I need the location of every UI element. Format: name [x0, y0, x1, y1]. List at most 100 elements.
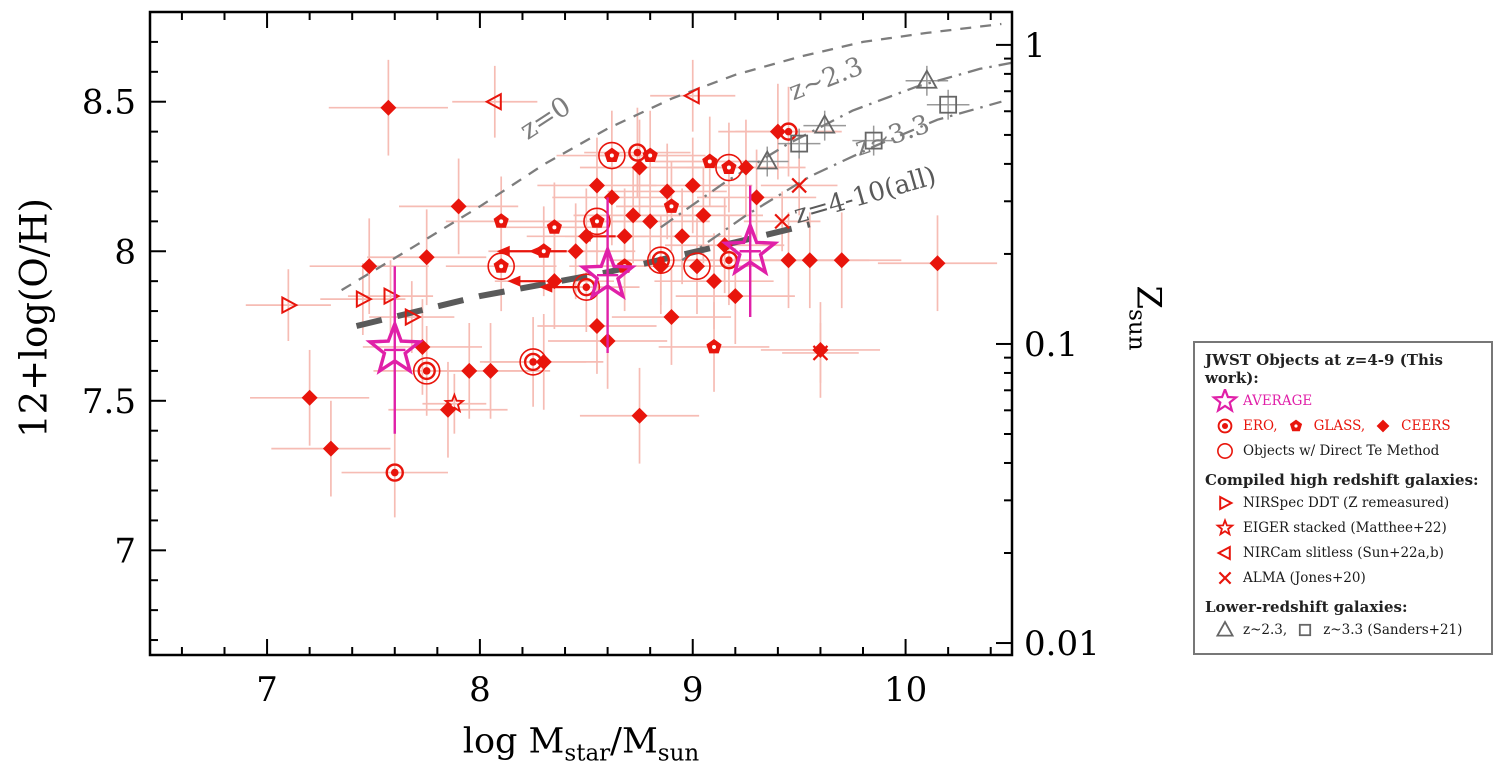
ceers-diamond-marker [588, 318, 605, 335]
direct-te-ring-marker [583, 207, 611, 236]
x-cross-marker [774, 213, 790, 230]
ceers-diamond-marker [727, 288, 744, 305]
square-marker [1299, 623, 1312, 637]
legend-item: AVERAGE [1211, 389, 1481, 413]
axes: 7 8 9 10 7 7.5 8 8.5 1 0.1 0.01 [82, 10, 1100, 710]
ceers-diamond-marker [688, 258, 705, 275]
ceers-diamond-marker [642, 213, 659, 230]
legend-label: z~3.3 (Sanders+21) [1323, 622, 1463, 638]
square-marker [790, 134, 809, 153]
ceers-diamond-marker [684, 177, 701, 194]
y-tick-label: 7.5 [82, 382, 136, 422]
star-icon [1215, 517, 1235, 537]
legend-label: CEERS [1401, 418, 1451, 434]
legend-item: EIGER stacked (Matthee+22) [1211, 516, 1481, 540]
right-axis-label-sub: sun [1123, 309, 1150, 351]
direct-te-rings [412, 141, 743, 385]
legend-label: NIRCam slitless (Sun+22a,b) [1243, 545, 1444, 561]
right-axis-label: Zsun [1124, 285, 1169, 350]
right-triangle-marker [355, 289, 373, 309]
ceers-diamond-marker [625, 207, 642, 224]
ceers-diamond-marker [301, 389, 318, 406]
ceers-diamond-marker [812, 341, 829, 358]
x-axis-label-sub-star: star [564, 740, 611, 767]
right-tick-label: 0.1 [1024, 325, 1078, 365]
square-marker [939, 95, 958, 114]
average-star-marker [1211, 389, 1239, 413]
x-axis-label-slash: /M [610, 721, 658, 762]
ceers-diamond-marker [380, 99, 397, 116]
open-star-marker [443, 392, 466, 414]
ceers-diamond-marker [716, 237, 733, 254]
x-icon [1218, 571, 1232, 585]
legend-section-title: Compiled high redshift galaxies: [1205, 471, 1479, 489]
ceers-diamond-marker [695, 207, 712, 224]
right-axis-label-z: Z [1128, 285, 1169, 310]
legend-item: ERO, GLASS, CEERS [1211, 414, 1481, 438]
pentagon-icon [1289, 419, 1302, 432]
up-triangle-marker [813, 113, 836, 134]
ceers-diamond-marker [706, 273, 723, 290]
x-cross-marker [812, 345, 829, 361]
legend-item: Objects w/ Direct Te Method [1211, 439, 1481, 463]
curve-label-z3.3: z~3.3 [851, 109, 933, 162]
right-tick-label: 0.01 [1024, 624, 1100, 664]
x-tick-label: 9 [682, 670, 704, 710]
curve-label-z0: z=0 [514, 91, 576, 146]
ceers-diamond-marker [801, 252, 818, 269]
ero-circle-marker [1217, 418, 1233, 434]
right-triangle-marker [383, 286, 401, 306]
legend-section-title: JWST Objects at z=4-9 (This work): [1205, 351, 1444, 387]
legend-label: z~2.3, [1243, 622, 1288, 638]
legend-label: Objects w/ Direct Te Method [1243, 443, 1440, 459]
y-tick-label: 8.5 [82, 83, 136, 123]
right-triangle-marker [1219, 495, 1234, 511]
direct-te-ring-marker [598, 141, 626, 170]
ero-circle-marker [779, 122, 798, 141]
ceers-diamond-marker [663, 309, 680, 326]
curve-z3.3 [681, 100, 1002, 262]
ceers-diamond-marker [439, 401, 456, 418]
ceers-diamond-marker [418, 249, 435, 266]
x-axis-label-sub-sun: sun [657, 740, 700, 767]
utri-icon [1215, 620, 1235, 637]
legend-item: NIRCam slitless (Sun+22a,b) [1211, 541, 1481, 565]
open-star-marker [1215, 517, 1235, 537]
plot-data-area [245, 22, 1013, 518]
ceers-diamond-marker [567, 243, 584, 260]
ceers-diamond-marker [361, 258, 378, 275]
ero-circle-marker [651, 251, 671, 270]
ceers-diamond-marker [748, 189, 765, 206]
square-marker [864, 131, 883, 150]
left-triangle-marker [682, 86, 700, 105]
legend-item: ALMA (Jones+20) [1211, 566, 1481, 590]
ero-circle-marker [523, 352, 543, 372]
curve-z2.3 [660, 61, 1013, 229]
average-points [365, 185, 780, 434]
ceers-diamond-marker [1376, 419, 1390, 433]
direct-te-ring-marker [683, 252, 711, 281]
ceers-diamond-marker [631, 159, 648, 176]
ceers-diamond-marker [546, 273, 563, 290]
curve-z0 [341, 22, 1002, 292]
legend-section-title: Lower-redshift galaxies: [1205, 598, 1408, 616]
direct-te-ring-marker [647, 246, 675, 275]
right-tick-label: 1 [1024, 26, 1046, 66]
ceers-diamond-marker [780, 252, 797, 269]
ceers-diamond-marker [674, 228, 691, 245]
legend-label: EIGER stacked (Matthee+22) [1243, 520, 1447, 536]
legend-label: GLASS, [1313, 418, 1366, 434]
y-axis-label: 12+log(O/H) [12, 198, 56, 438]
y-tick-label: 7 [114, 531, 136, 571]
ceers-diamond-marker [616, 228, 633, 245]
direct-te-ring-marker [412, 357, 441, 385]
up-triangle-marker [915, 68, 938, 89]
ceers-diamond-marker [461, 362, 478, 379]
average-star-marker [365, 319, 425, 375]
bigstar-icon [1211, 389, 1239, 413]
ceers-diamond-marker [322, 440, 339, 457]
x-tick-label: 7 [256, 670, 278, 710]
ero-icon [1217, 418, 1233, 434]
diamond-icon [1376, 419, 1390, 433]
left-triangle-marker [484, 92, 502, 111]
